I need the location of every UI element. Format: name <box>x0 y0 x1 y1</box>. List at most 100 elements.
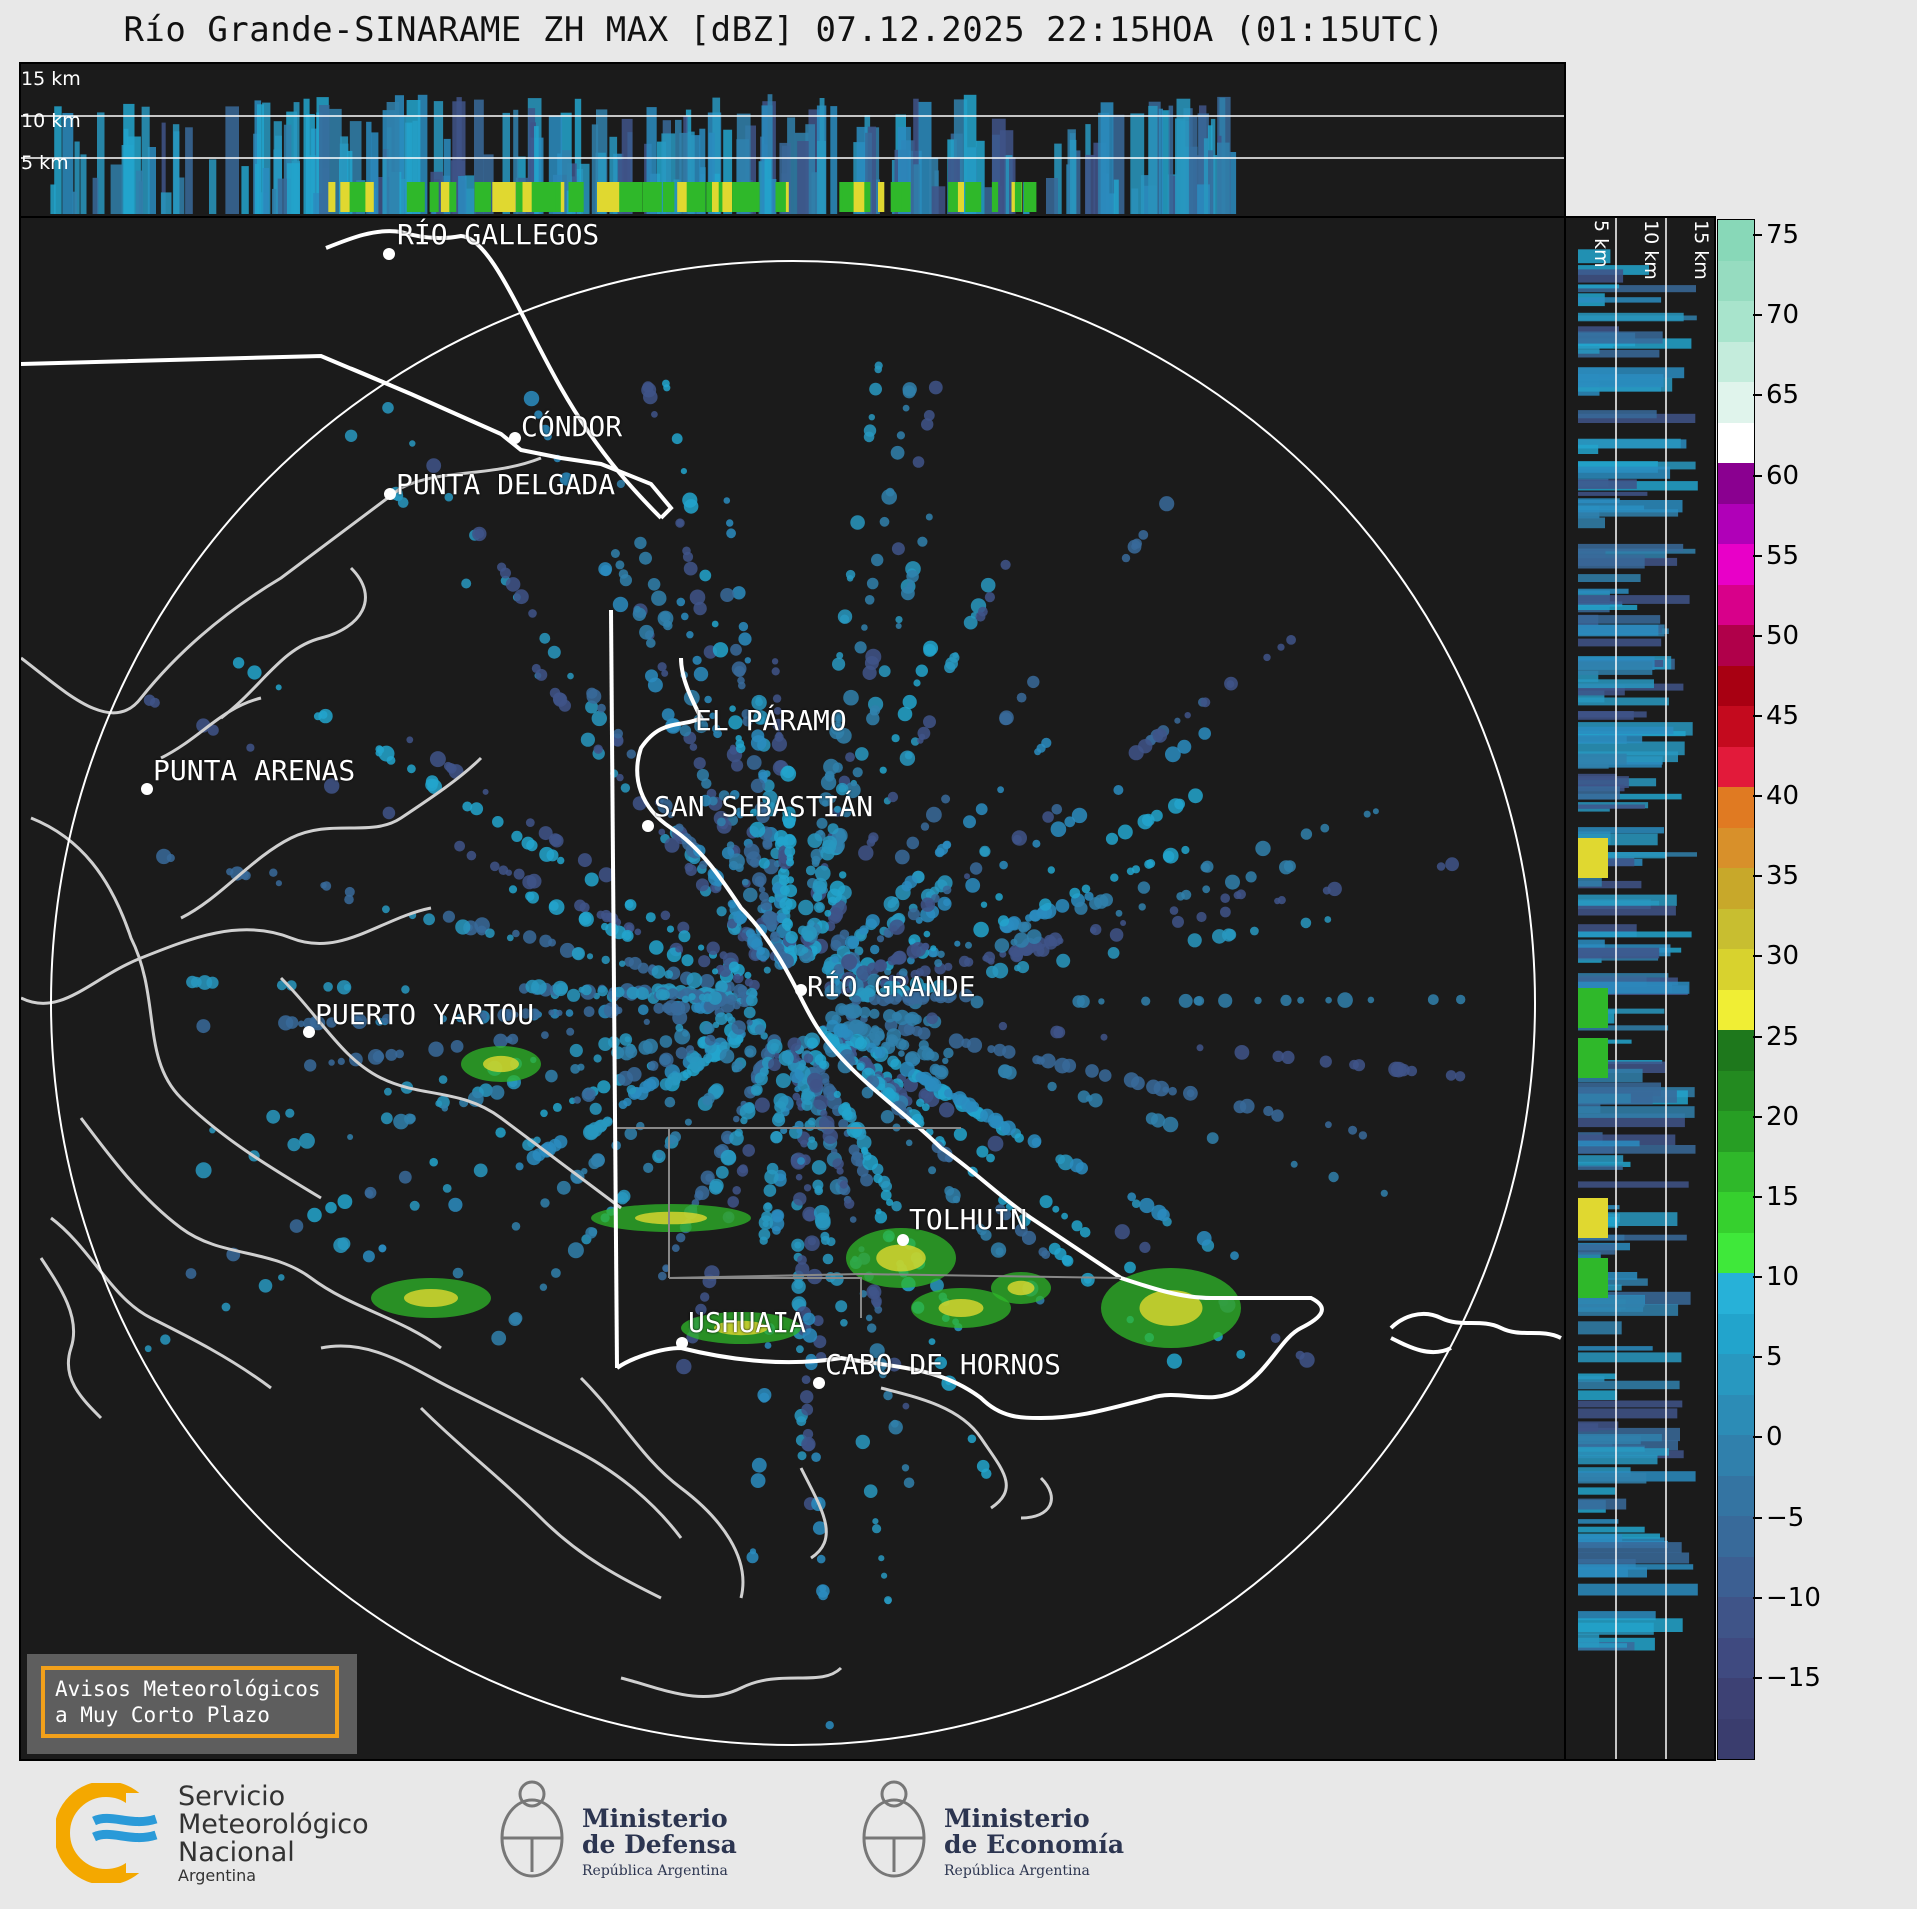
colorbar-swatch <box>1718 463 1754 504</box>
smn-line-2: Meteorológico <box>178 1809 369 1840</box>
city-marker <box>642 820 654 832</box>
city-label: PUNTA DELGADA <box>396 468 616 501</box>
colorbar-swatch <box>1718 625 1754 666</box>
warning-box[interactable]: Avisos Meteorológicos a Muy Corto Plazo <box>27 1654 357 1754</box>
city-marker <box>303 1026 315 1038</box>
colorbar-swatch <box>1718 1637 1754 1678</box>
colorbar-tick-label: 60 <box>1766 460 1800 491</box>
city-label: RÍO GALLEGOS <box>397 218 600 251</box>
colorbar-tick-label: −5 <box>1766 1502 1805 1533</box>
district-lines <box>617 1127 1122 1318</box>
side-height-label-5: 5 km <box>1590 220 1612 268</box>
colorbar-tick-label: 35 <box>1766 861 1800 892</box>
top-height-label-5: 5 km <box>21 152 69 174</box>
reflectivity-colorbar <box>1717 219 1755 1760</box>
colorbar-swatch <box>1718 422 1754 463</box>
warning-box-frame[interactable]: Avisos Meteorológicos a Muy Corto Plazo <box>41 1666 339 1738</box>
colorbar-tick <box>1753 474 1762 477</box>
colorbar-swatch <box>1718 1394 1754 1435</box>
city-label: RÍO GRANDE <box>807 970 976 1003</box>
coastlines <box>21 456 1053 1699</box>
city-label: USHUAIA <box>688 1306 807 1339</box>
city-label: TOLHUIN <box>909 1203 1028 1236</box>
colorbar-swatch <box>1718 1475 1754 1516</box>
colorbar-swatch <box>1718 706 1754 747</box>
city-marker <box>897 1234 909 1246</box>
colorbar-swatch <box>1718 1678 1754 1719</box>
colorbar-tick <box>1753 875 1762 878</box>
colorbar-swatch <box>1718 1435 1754 1476</box>
colorbar-swatch <box>1718 1030 1754 1071</box>
colorbar-tick <box>1753 1115 1762 1118</box>
colorbar-tick <box>1753 1356 1762 1359</box>
city-marker <box>384 488 396 500</box>
colorbar-tick <box>1753 634 1762 637</box>
colorbar-tick-label: 65 <box>1766 380 1800 411</box>
colorbar-swatch <box>1718 301 1754 342</box>
colorbar-swatch <box>1718 665 1754 706</box>
top-cross-section-echoes <box>21 94 1564 214</box>
radar-map[interactable]: RÍO GALLEGOS CÓNDOR PUNTA DELGADA EL PÁRAMO… <box>19 216 1566 1761</box>
colorbar-swatch <box>1718 1556 1754 1597</box>
colorbar-tick <box>1753 1596 1762 1599</box>
smn-line-3: Nacional <box>178 1837 295 1868</box>
side-cross-section: 5 km 10 km 15 km <box>1564 216 1716 1761</box>
city-marker <box>795 984 807 996</box>
colorbar-tick <box>1753 714 1762 717</box>
colorbar-swatch <box>1718 382 1754 423</box>
colorbar-tick-label: 50 <box>1766 620 1800 651</box>
colorbar-swatch <box>1718 787 1754 828</box>
colorbar-swatch <box>1718 260 1754 301</box>
colorbar-swatch <box>1718 544 1754 585</box>
colorbar-tick <box>1753 314 1762 317</box>
defensa-line-3: República Argentina <box>582 1863 728 1879</box>
colorbar-tick <box>1753 554 1762 557</box>
colorbar-swatch <box>1718 908 1754 949</box>
colorbar-tick-label: 20 <box>1766 1101 1800 1132</box>
city-marker <box>141 783 153 795</box>
colorbar-swatch <box>1718 1232 1754 1273</box>
colorbar-tick <box>1753 1035 1762 1038</box>
city-label: CABO DE HORNOS <box>825 1348 1062 1381</box>
colorbar-tick <box>1753 1676 1762 1679</box>
side-height-label-15: 15 km <box>1690 220 1712 280</box>
colorbar-tick-label: 15 <box>1766 1181 1800 1212</box>
colorbar-tick-label: 10 <box>1766 1262 1800 1293</box>
colorbar-swatch <box>1718 1516 1754 1557</box>
colorbar-swatch <box>1718 1597 1754 1638</box>
borders <box>21 229 1562 1421</box>
city-marker <box>509 432 521 444</box>
coat-of-arms-icon <box>500 1780 564 1878</box>
colorbar-tick <box>1753 1436 1762 1439</box>
coat-of-arms-icon <box>862 1780 926 1878</box>
colorbar-swatch <box>1718 1151 1754 1192</box>
economia-logo: Ministerio de Economía República Argenti… <box>856 1772 1146 1897</box>
economia-line-3: República Argentina <box>944 1863 1090 1879</box>
colorbar-tick-label: 25 <box>1766 1021 1800 1052</box>
colorbar-swatch <box>1718 949 1754 990</box>
colorbar-tick <box>1753 795 1762 798</box>
economia-line-1: Ministerio <box>944 1804 1090 1833</box>
colorbar-tick <box>1753 1195 1762 1198</box>
colorbar-tick <box>1753 955 1762 958</box>
side-cross-section-echoes <box>1578 218 1698 1759</box>
colorbar-swatch <box>1718 1313 1754 1354</box>
colorbar-swatch <box>1718 1070 1754 1111</box>
colorbar-tick-label: 70 <box>1766 300 1800 331</box>
colorbar-swatch <box>1718 220 1754 261</box>
colorbar-tick <box>1753 1276 1762 1279</box>
colorbar-tick <box>1753 234 1762 237</box>
top-cross-section: 15 km 10 km 5 km <box>19 62 1566 218</box>
colorbar-tick-label: 5 <box>1766 1342 1783 1373</box>
smn-logo: Servicio Meteorológico Nacional Argentin… <box>56 1783 386 1885</box>
city-label: PUERTO YARTOU <box>315 998 535 1031</box>
smn-logo-icon <box>56 1783 166 1883</box>
economia-line-2: de Economía <box>944 1830 1125 1859</box>
defensa-logo: Ministerio de Defensa República Argentin… <box>494 1772 774 1897</box>
colorbar-tick-label: 30 <box>1766 941 1800 972</box>
colorbar-tick-label: 55 <box>1766 540 1800 571</box>
warning-line-2: a Muy Corto Plazo <box>55 1703 270 1727</box>
colorbar-tick-label: 75 <box>1766 220 1800 251</box>
smn-line-4: Argentina <box>178 1866 257 1885</box>
colorbar-swatch <box>1718 584 1754 625</box>
